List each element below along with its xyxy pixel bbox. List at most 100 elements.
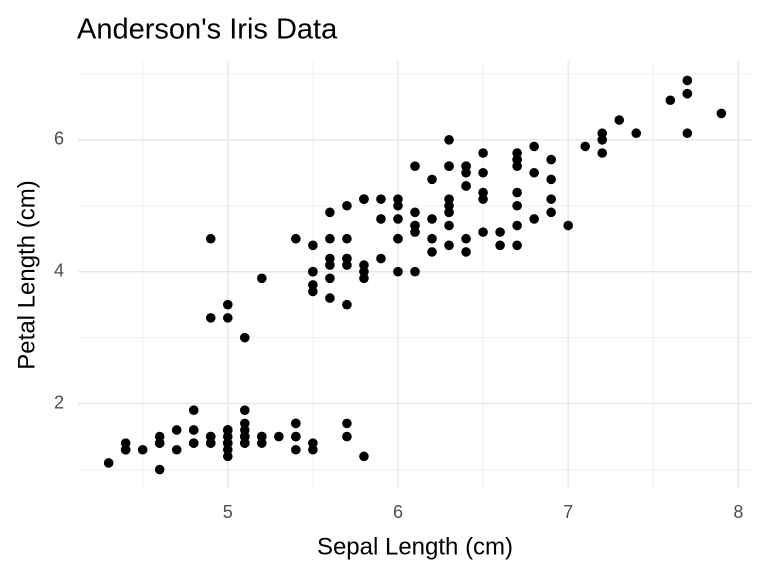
y-tick-label: 4 <box>54 260 64 280</box>
point <box>325 253 335 264</box>
point <box>291 444 301 455</box>
point <box>188 405 199 415</box>
point <box>120 444 131 455</box>
point <box>495 227 505 237</box>
point <box>325 260 335 270</box>
point <box>444 207 454 218</box>
point <box>393 233 403 244</box>
point <box>257 273 267 284</box>
point <box>342 200 352 211</box>
point <box>444 240 454 251</box>
point <box>512 148 522 158</box>
point <box>239 438 250 448</box>
point <box>512 200 522 211</box>
point <box>342 253 352 264</box>
point <box>222 438 233 448</box>
point <box>342 299 352 310</box>
x-tick-label: 6 <box>393 502 403 522</box>
point <box>427 174 437 185</box>
point <box>597 135 608 145</box>
point <box>478 148 488 158</box>
point <box>444 200 454 211</box>
point <box>222 299 233 310</box>
point <box>274 431 284 442</box>
point <box>444 161 454 171</box>
point <box>461 161 471 171</box>
point <box>495 240 505 251</box>
point <box>427 233 437 244</box>
point <box>308 266 318 277</box>
point <box>222 425 233 435</box>
point <box>222 431 233 442</box>
point <box>410 161 420 171</box>
point <box>137 444 148 455</box>
y-tick-label: 2 <box>54 392 64 412</box>
point <box>359 260 369 270</box>
point <box>308 444 318 455</box>
point <box>461 181 471 191</box>
point <box>393 266 403 277</box>
point <box>257 438 267 448</box>
point <box>239 425 250 435</box>
point <box>376 253 386 264</box>
y-tick-label: 6 <box>54 129 64 149</box>
point <box>512 187 522 198</box>
point <box>188 425 199 435</box>
point <box>410 220 420 231</box>
point <box>512 240 522 251</box>
point <box>222 444 233 455</box>
point <box>325 293 335 303</box>
point <box>597 148 608 158</box>
point <box>257 431 267 442</box>
point <box>291 418 301 429</box>
point <box>154 464 165 475</box>
point <box>325 233 335 244</box>
point <box>665 95 676 106</box>
point <box>512 220 522 231</box>
point <box>529 141 539 152</box>
point <box>342 431 352 442</box>
point <box>239 332 250 343</box>
x-tick-label: 7 <box>563 502 573 522</box>
chart-title: Anderson's Iris Data <box>77 14 338 46</box>
point <box>359 266 369 277</box>
point <box>222 451 233 462</box>
point <box>529 167 539 178</box>
point <box>393 214 403 224</box>
point <box>529 214 539 224</box>
point <box>205 313 216 323</box>
point <box>682 75 693 86</box>
point <box>308 280 318 290</box>
point <box>171 425 182 435</box>
point <box>563 220 573 231</box>
point <box>359 194 369 204</box>
point <box>342 233 352 244</box>
point <box>410 207 420 218</box>
point <box>359 451 369 462</box>
point <box>478 167 488 178</box>
point <box>308 286 318 297</box>
point <box>342 418 352 429</box>
point <box>682 128 693 139</box>
point <box>410 266 420 277</box>
point <box>444 194 454 204</box>
x-axis-title: Sepal Length (cm) <box>317 533 513 560</box>
point <box>393 194 403 204</box>
point <box>239 431 250 442</box>
point <box>478 194 488 204</box>
point <box>308 240 318 251</box>
point <box>682 88 693 99</box>
point <box>512 161 522 171</box>
point <box>239 418 250 429</box>
point <box>342 260 352 270</box>
point <box>444 220 454 231</box>
point <box>376 194 386 204</box>
point <box>461 167 471 178</box>
point <box>546 194 556 204</box>
point <box>512 154 522 165</box>
point <box>631 128 642 139</box>
point <box>461 247 471 257</box>
point <box>410 227 420 237</box>
point <box>478 227 488 237</box>
